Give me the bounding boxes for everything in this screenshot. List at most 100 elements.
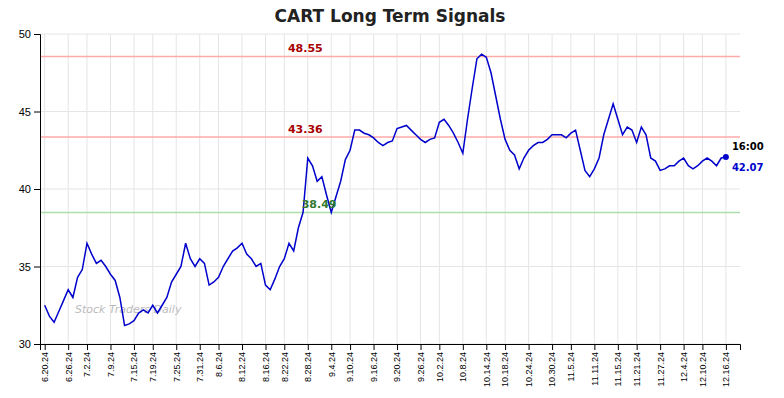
x-tick-mark	[266, 344, 267, 350]
x-tick-label: 10.18.24	[500, 352, 510, 387]
y-tick: 40	[19, 183, 40, 195]
x-tick: 6.26.24	[64, 344, 74, 382]
x-tick: 7.2.24	[82, 344, 92, 377]
x-tick-mark	[374, 344, 375, 350]
annotation: 16:00	[732, 141, 764, 152]
x-tick-label: 7.2.24	[82, 352, 92, 377]
x-tick-label: 8.6.24	[214, 352, 224, 377]
x-tick-label: 7.25.24	[172, 352, 182, 382]
y-tick-label: 30	[19, 338, 31, 350]
x-tick: 9.10.24	[345, 344, 355, 382]
x-tick-mark	[684, 344, 685, 350]
x-tick-mark	[284, 344, 285, 350]
grid-line-y	[40, 111, 740, 112]
axis-domain	[41, 345, 741, 351]
x-tick-label: 9.26.24	[416, 352, 426, 382]
x-axis: 6.20.24 6.26.24 7.2.24 7.9.24 7.15.24 7.19.24…	[40, 344, 740, 387]
plot-area	[40, 54, 740, 325]
x-tick: 10.8.24	[458, 344, 468, 382]
x-tick-label: 12.10.24	[698, 352, 708, 387]
x-tick-label: 10.30.24	[547, 352, 557, 387]
x-tick: 9.16.24	[369, 344, 379, 382]
chart: Stock Traders Daily 6.20.24 6.26.24 7.2.24 7…	[0, 0, 784, 398]
level-label: 48.55	[288, 42, 323, 55]
x-tick: 8.28.24	[303, 344, 313, 382]
x-tick-label: 9.4.24	[327, 352, 337, 377]
x-tick-label: 7.19.24	[148, 352, 158, 382]
x-tick-label: 8.22.24	[280, 352, 290, 382]
level-label: 38.49	[302, 198, 337, 211]
x-tick-mark	[594, 344, 595, 350]
x-tick-mark	[219, 344, 220, 350]
x-tick-label: 8.28.24	[303, 352, 313, 382]
x-tick-label: 9.10.24	[345, 352, 355, 382]
x-tick: 8.6.24	[214, 344, 224, 377]
last-point	[723, 154, 729, 160]
x-tick-label: 6.26.24	[64, 352, 74, 382]
x-tick: 9.20.24	[392, 344, 402, 382]
x-tick-label: 8.12.24	[237, 352, 247, 382]
axis-domain	[34, 35, 41, 345]
x-tick-mark	[200, 344, 201, 350]
x-tick-label: 9.20.24	[392, 352, 402, 382]
x-tick: 10.18.24	[500, 344, 510, 387]
x-tick-label: 9.16.24	[369, 352, 379, 382]
x-tick-mark	[552, 344, 553, 350]
grid-line-y	[40, 34, 740, 35]
x-tick-mark	[529, 344, 530, 350]
x-tick-mark	[331, 344, 332, 350]
grid	[40, 34, 740, 344]
y-tick-label: 50	[19, 28, 31, 40]
x-tick: 7.15.24	[129, 344, 139, 382]
x-tick-label: 11.15.24	[613, 352, 623, 386]
x-tick-label: 8.16.24	[261, 352, 271, 382]
title: CART Long Term Signals	[275, 6, 506, 26]
x-tick: 7.19.24	[148, 344, 158, 382]
x-tick-label: 7.9.24	[106, 352, 116, 377]
x-tick-mark	[463, 344, 464, 350]
x-tick: 11.5.24	[566, 344, 576, 381]
y-axis: 30 35 40 45 50	[19, 28, 41, 350]
x-tick-mark	[660, 344, 661, 350]
price-line	[45, 54, 726, 325]
x-tick-mark	[439, 344, 440, 350]
x-tick: 11.11.24	[590, 344, 600, 386]
y-tick-label: 45	[19, 106, 31, 118]
y-tick: 35	[19, 261, 40, 273]
x-tick-mark	[397, 344, 398, 350]
x-tick: 10.24.24	[524, 344, 534, 387]
y-tick-label: 35	[19, 261, 31, 273]
x-tick-mark	[571, 344, 572, 350]
x-tick-mark	[505, 344, 506, 350]
x-tick-label: 11.5.24	[566, 352, 576, 381]
grid-line-y	[40, 266, 740, 267]
grid-line-y	[40, 189, 740, 190]
x-tick-label: 11.11.24	[590, 352, 600, 386]
x-tick: 10.2.24	[435, 344, 445, 382]
y-tick-mark	[34, 344, 40, 345]
watermark: Stock Traders Daily	[75, 303, 182, 316]
y-tick: 30	[19, 338, 40, 350]
level-line	[40, 212, 740, 214]
x-tick-mark	[242, 344, 243, 350]
x-tick: 8.22.24	[280, 344, 290, 382]
x-tick-label: 11.27.24	[656, 352, 666, 386]
x-tick-label: 6.20.24	[40, 352, 50, 382]
x-tick-mark	[308, 344, 309, 350]
y-tick: 45	[19, 106, 40, 118]
x-tick-label: 7.31.24	[195, 352, 205, 382]
y-tick-mark	[34, 267, 40, 268]
y-tick-mark	[34, 34, 40, 35]
x-tick-label: 7.15.24	[129, 352, 139, 382]
x-tick: 10.30.24	[547, 344, 557, 387]
x-tick-label: 11.21.24	[632, 352, 642, 386]
x-tick-label: 10.8.24	[458, 352, 468, 382]
x-tick: 11.21.24	[632, 344, 642, 386]
x-tick-mark	[87, 344, 88, 350]
x-tick-mark	[68, 344, 69, 350]
level-label: 43.36	[288, 123, 323, 136]
x-tick: 7.25.24	[172, 344, 182, 382]
x-tick: 7.31.24	[195, 344, 205, 382]
x-tick-mark	[486, 344, 487, 350]
x-tick-mark	[176, 344, 177, 350]
